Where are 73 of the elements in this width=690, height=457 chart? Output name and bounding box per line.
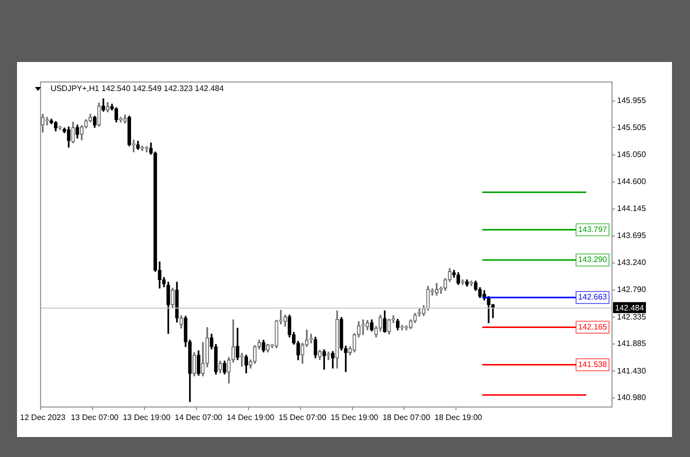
ref-line-label: 142.663 bbox=[578, 292, 608, 302]
ref-line-label: 143.797 bbox=[578, 224, 608, 234]
candlestick bbox=[396, 318, 400, 330]
candlestick bbox=[314, 336, 318, 358]
ref-line-label: 141.538 bbox=[578, 360, 608, 369]
candlestick bbox=[378, 314, 382, 332]
candlestick bbox=[340, 317, 344, 351]
ref-line-label: 142.165 bbox=[578, 322, 608, 332]
candlestick bbox=[45, 116, 49, 126]
y-tick-label: 142.335 bbox=[617, 312, 646, 322]
candlestick bbox=[175, 282, 179, 322]
x-tick-label: 18 Dec 19:00 bbox=[434, 413, 483, 422]
candlestick bbox=[300, 342, 304, 364]
candlestick bbox=[253, 345, 257, 364]
candlestick bbox=[222, 360, 226, 374]
x-tick-label: 12 Dec 2023 bbox=[20, 413, 66, 422]
candlestick bbox=[97, 102, 101, 127]
candlestick bbox=[335, 310, 339, 368]
chart-title: USDJPY+,H1 142.540 142.549 142.323 142.484 bbox=[50, 84, 224, 94]
y-tick-label: 145.050 bbox=[617, 150, 646, 160]
candlestick bbox=[465, 279, 469, 287]
ref-line-label: 143.290 bbox=[578, 255, 608, 264]
candlestick bbox=[136, 140, 140, 150]
candlestick bbox=[179, 315, 184, 328]
candlestick bbox=[330, 351, 335, 368]
y-tick-label: 145.505 bbox=[617, 122, 646, 132]
y-tick-label: 143.695 bbox=[617, 231, 646, 240]
ref-line-label: 142.484 bbox=[615, 303, 644, 312]
candlestick bbox=[196, 350, 200, 376]
candlestick bbox=[192, 352, 196, 376]
candlestick bbox=[106, 102, 110, 112]
candlestick bbox=[218, 360, 222, 374]
candlestick bbox=[413, 312, 417, 324]
candlestick bbox=[58, 126, 62, 130]
y-tick-label: 144.600 bbox=[617, 176, 646, 186]
candlestick bbox=[123, 114, 127, 124]
candlestick bbox=[400, 324, 404, 330]
y-tick-label: 140.980 bbox=[617, 393, 646, 402]
y-tick-label: 144.145 bbox=[617, 204, 646, 214]
candlestick bbox=[387, 318, 391, 334]
candlestick bbox=[426, 286, 430, 311]
candlestick bbox=[66, 126, 71, 148]
y-tick-label: 143.240 bbox=[617, 258, 646, 268]
candlestick bbox=[92, 116, 97, 128]
candlestick bbox=[127, 116, 132, 146]
candlestick bbox=[248, 359, 252, 368]
candlestick bbox=[76, 124, 80, 138]
candlestick bbox=[370, 319, 374, 332]
candlestick bbox=[71, 122, 75, 144]
candlestick bbox=[170, 288, 174, 308]
y-tick-label: 145.955 bbox=[617, 96, 646, 106]
candlestick bbox=[283, 314, 287, 327]
candlestick bbox=[114, 107, 118, 122]
y-tick-label: 141.885 bbox=[617, 339, 646, 348]
candlestick bbox=[274, 320, 278, 348]
candlestick bbox=[404, 325, 408, 330]
candlestick bbox=[366, 320, 370, 330]
x-tick-label: 14 Dec 07:00 bbox=[174, 413, 223, 422]
candlestick bbox=[326, 352, 330, 360]
candlestick bbox=[40, 114, 45, 133]
y-tick-label: 141.430 bbox=[617, 366, 646, 376]
x-tick-label: 14 Dec 19:00 bbox=[226, 413, 275, 422]
candlestick bbox=[309, 334, 313, 344]
x-tick-label: 13 Dec 07:00 bbox=[70, 413, 120, 422]
x-tick-label: 15 Dec 19:00 bbox=[330, 413, 379, 422]
x-tick-label: 18 Dec 07:00 bbox=[382, 413, 431, 422]
y-tick-label: 142.790 bbox=[617, 285, 646, 294]
x-tick-label: 15 Dec 07:00 bbox=[278, 413, 327, 422]
candlestick bbox=[322, 349, 326, 370]
x-tick-label: 13 Dec 19:00 bbox=[122, 413, 171, 422]
candlestick bbox=[296, 340, 300, 360]
candlestick bbox=[262, 340, 266, 352]
candlestick bbox=[102, 98, 106, 112]
